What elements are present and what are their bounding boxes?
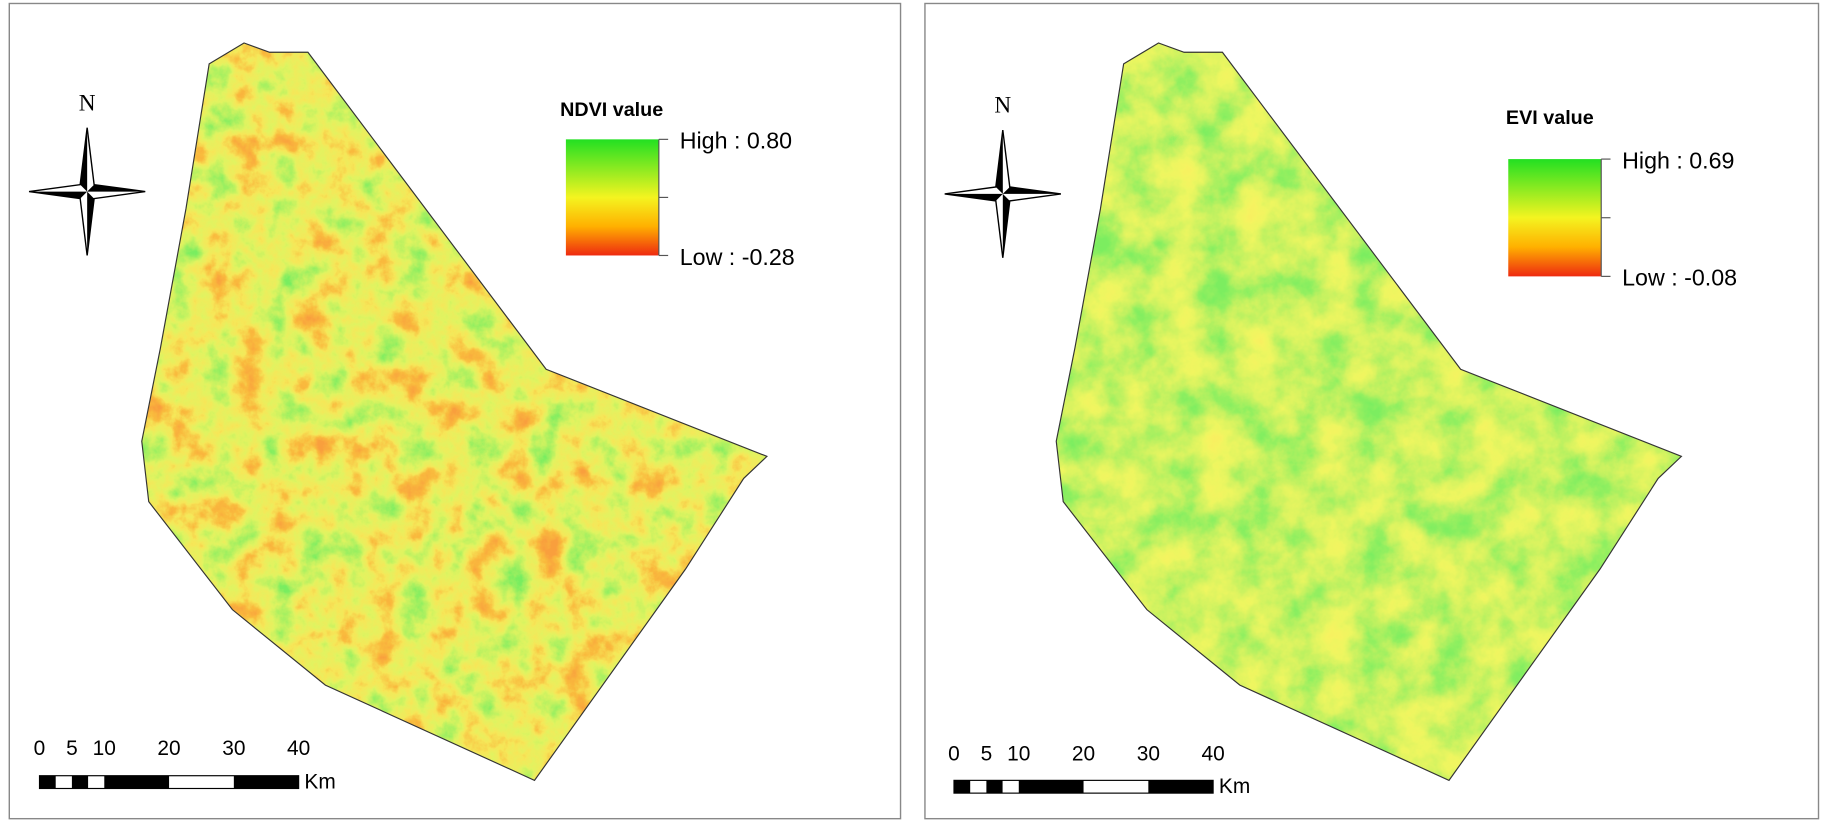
legend-high: High : 0.80 — [680, 128, 792, 154]
legend-title: NDVI value — [560, 99, 663, 121]
scale-bar-segment — [40, 776, 56, 789]
legend-high: High : 0.69 — [1622, 147, 1734, 173]
legend-title: EVI value — [1506, 107, 1594, 129]
scale-label: 5 — [66, 737, 78, 760]
north-label: N — [994, 93, 1011, 119]
scale-label: 10 — [1007, 743, 1030, 766]
scale-bar-segment — [986, 780, 1002, 793]
scale-bar-segment — [954, 780, 970, 793]
scale-bar-segment — [1019, 780, 1084, 793]
scale-bar-segment — [104, 776, 169, 789]
scale-bar-segment — [72, 776, 88, 789]
scale-label: 20 — [157, 737, 180, 760]
map-figure: NNDVI valueHigh : 0.80Low : -0.280510203… — [0, 0, 1822, 821]
scale-bar-segment — [1148, 780, 1213, 793]
scale-unit: Km — [1219, 775, 1250, 798]
scale-label: 0 — [34, 737, 46, 760]
legend-ramp — [1508, 159, 1601, 276]
scale-unit: Km — [304, 770, 335, 793]
scale-label: 40 — [1201, 743, 1224, 766]
legend-low: Low : -0.08 — [1622, 265, 1737, 291]
scale-label: 0 — [948, 743, 960, 766]
scale-label: 30 — [1137, 743, 1160, 766]
scale-bar-segment — [234, 776, 299, 789]
legend-ramp — [566, 139, 659, 255]
scale-label: 20 — [1072, 743, 1095, 766]
scale-label: 30 — [222, 737, 245, 760]
scale-label: 40 — [287, 737, 310, 760]
scale-label: 5 — [981, 743, 993, 766]
north-label: N — [79, 90, 96, 116]
scale-label: 10 — [93, 737, 116, 760]
legend-low: Low : -0.28 — [680, 244, 795, 270]
